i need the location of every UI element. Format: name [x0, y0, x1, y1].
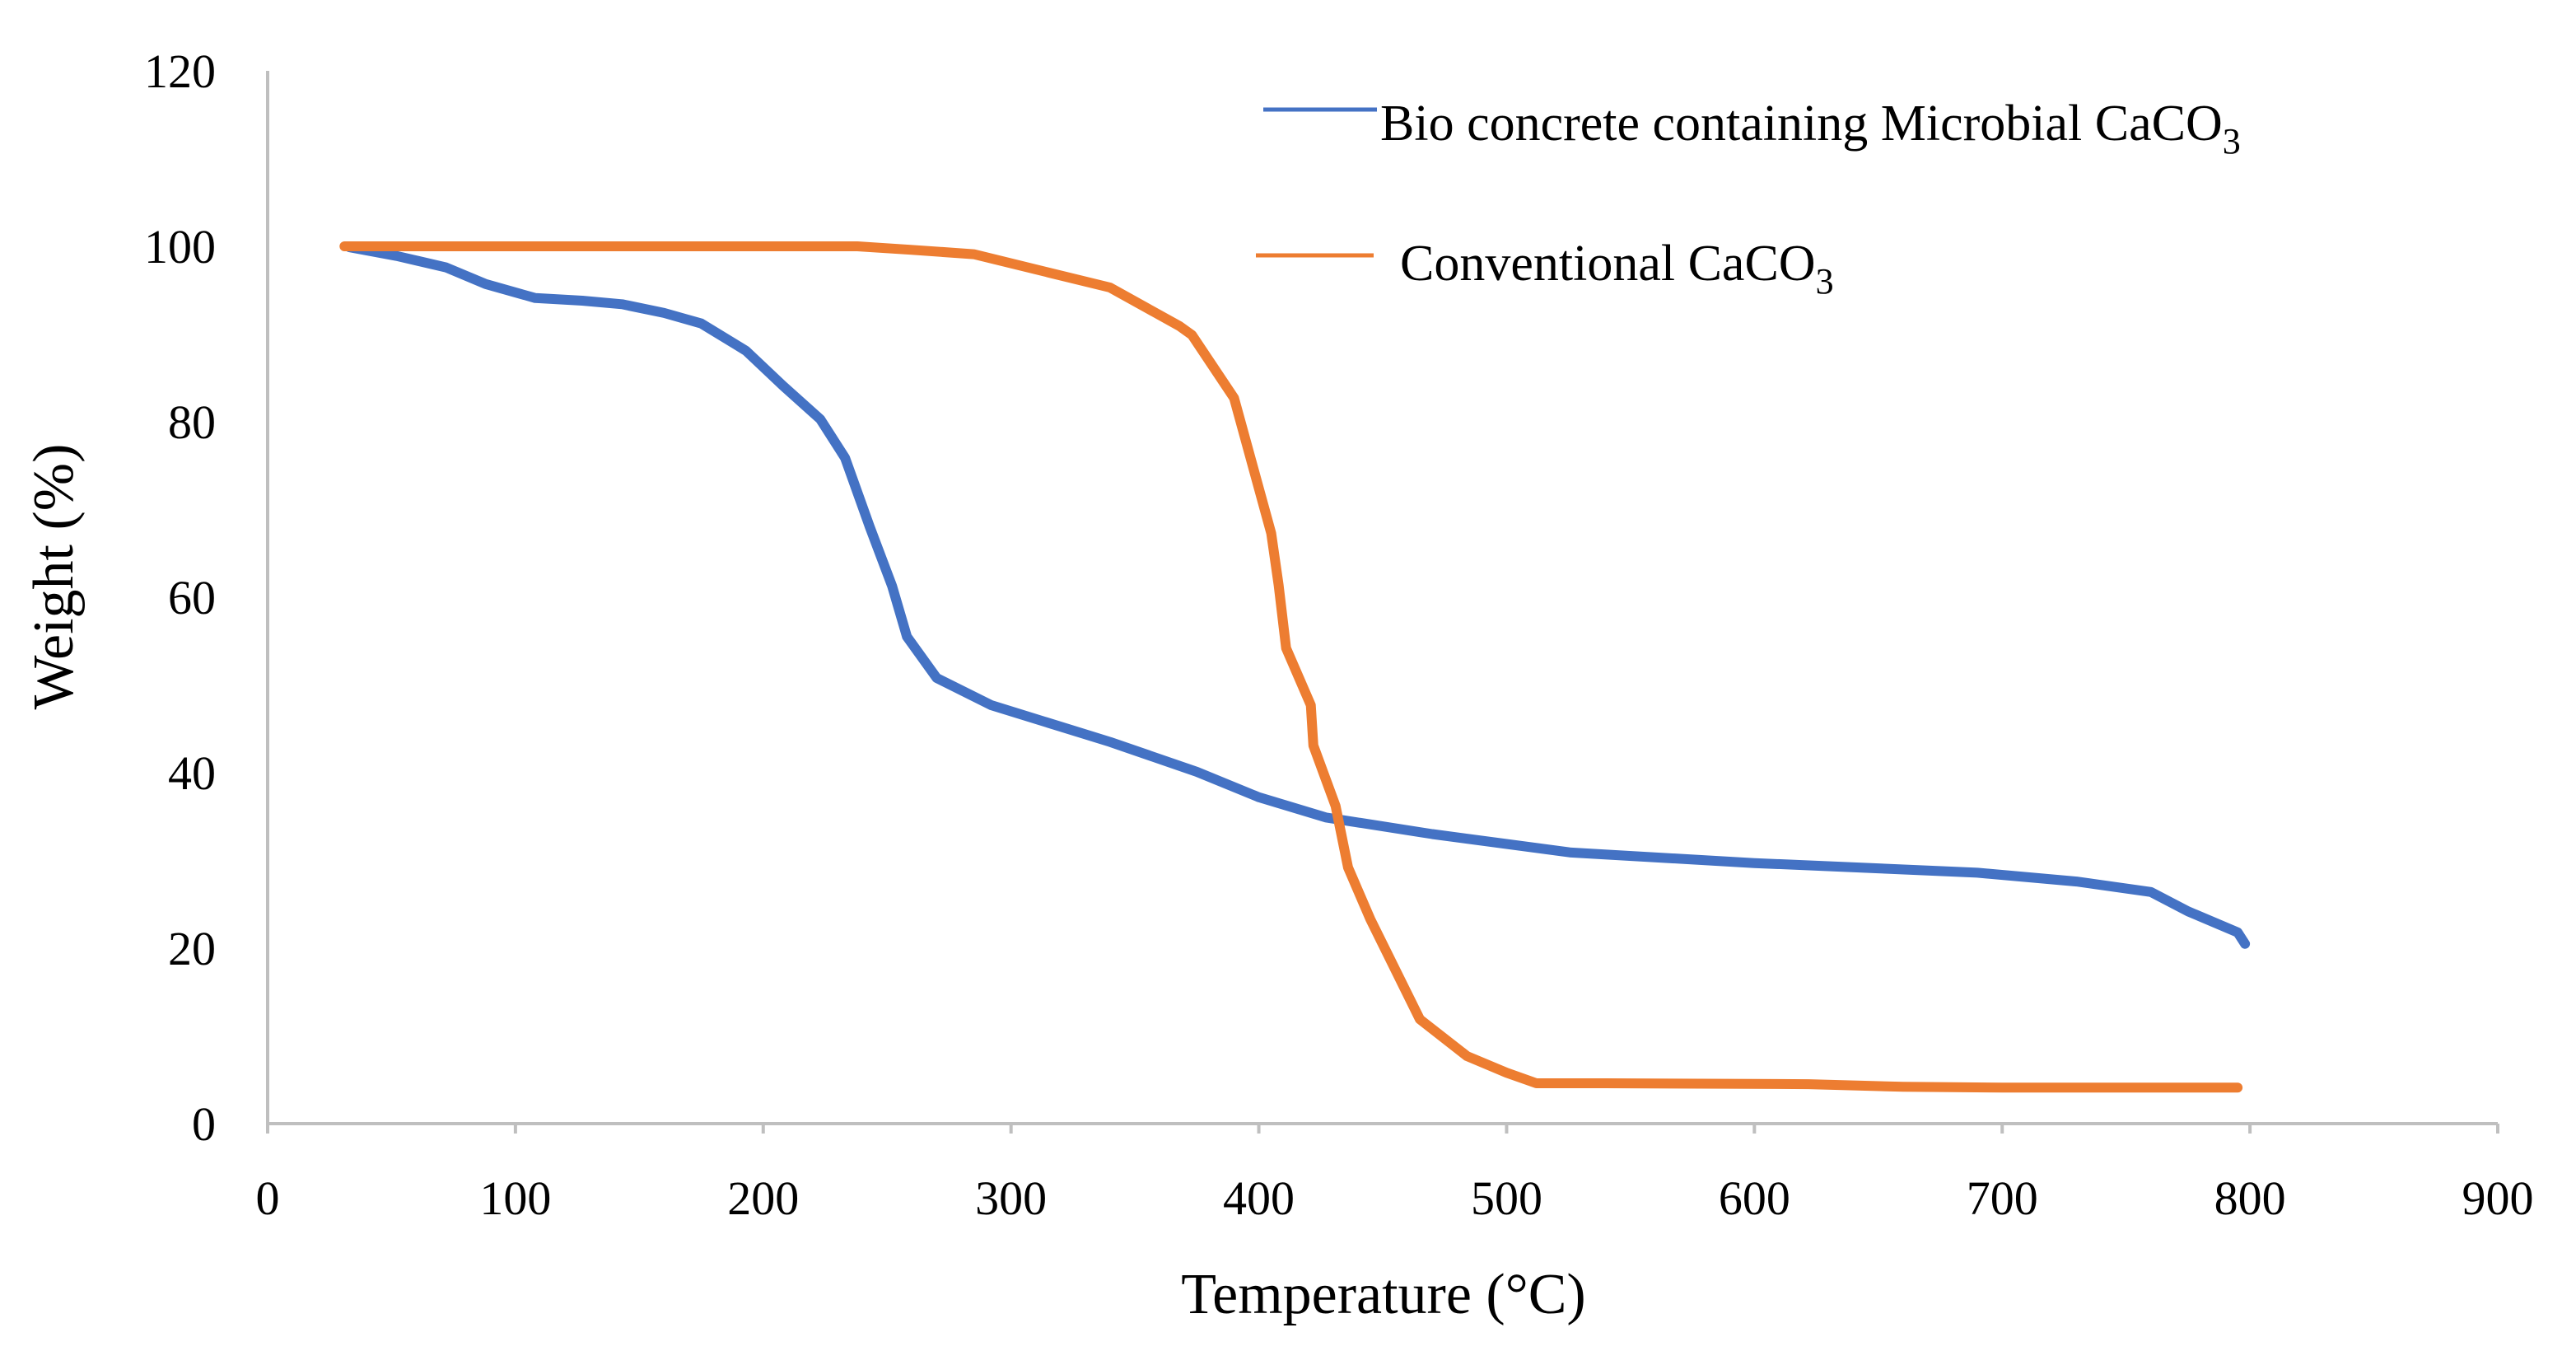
y-tick-label: 60: [168, 571, 216, 624]
x-tick-label: 0: [256, 1171, 280, 1225]
x-tick-labels: 0 100 200 300 400 500 600 700 800 900: [256, 1171, 2534, 1225]
x-tick-label: 200: [727, 1171, 799, 1225]
x-tick-label: 800: [2214, 1171, 2286, 1225]
y-tick-label: 40: [168, 746, 216, 800]
x-tick-label: 600: [1719, 1171, 1790, 1225]
series-lines: [339, 241, 2251, 1093]
legend: Bio concrete containing Microbial CaCO3 C…: [1256, 96, 2241, 302]
x-tick-label: 500: [1471, 1171, 1542, 1225]
y-tick-label: 80: [168, 395, 216, 449]
y-tick-label: 0: [192, 1097, 216, 1151]
y-tick-label: 120: [144, 44, 216, 98]
legend-label-2: Conventional CaCO3: [1400, 236, 1834, 302]
y-axis-title: Weight (%): [22, 444, 86, 710]
series-line-2: [339, 241, 2243, 1093]
x-tick-label: 400: [1223, 1171, 1295, 1225]
x-tick-marks: [266, 1124, 2499, 1134]
legend-label-1: Bio concrete containing Microbial CaCO3: [1380, 96, 2241, 161]
series-line-1: [344, 242, 2251, 949]
x-tick-label: 900: [2462, 1171, 2534, 1225]
y-tick-label: 100: [144, 220, 216, 273]
y-tick-labels: 0 20 40 60 80 100 120: [144, 44, 216, 1151]
x-axis-title: Temperature (°C): [1181, 1263, 1585, 1326]
x-tick-label: 700: [1967, 1171, 2038, 1225]
x-tick-label: 300: [975, 1171, 1047, 1225]
x-tick-label: 100: [479, 1171, 551, 1225]
y-tick-label: 20: [168, 922, 216, 975]
